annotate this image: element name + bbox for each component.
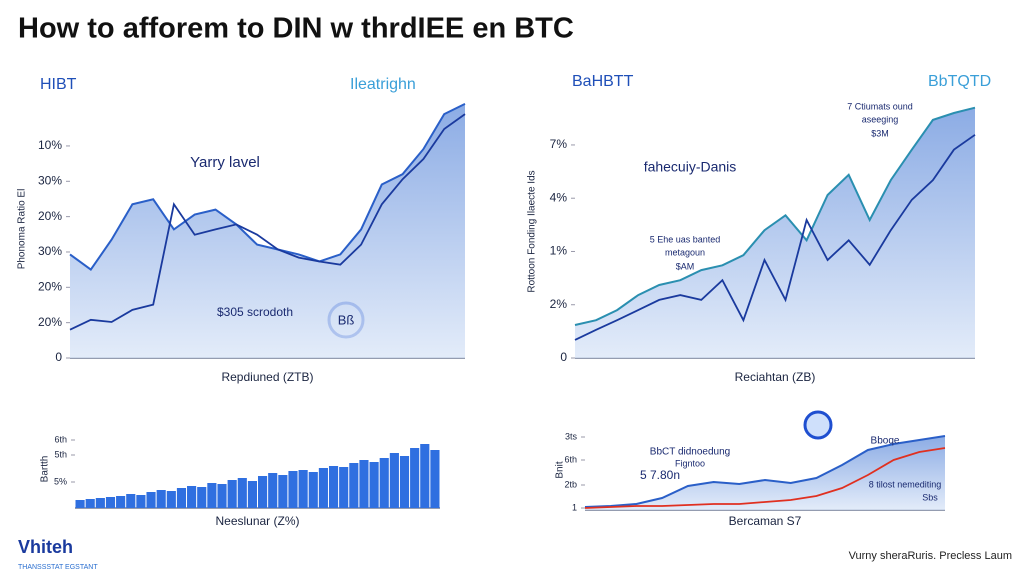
annotation: metagoun (665, 247, 705, 257)
x-axis-label: Repdiuned (ZTB) (221, 370, 313, 384)
y-tick-label: 1% (550, 244, 568, 258)
line (69, 103, 466, 272)
bar (105, 497, 116, 508)
bar (298, 470, 308, 508)
y-tick-label: 0 (55, 350, 62, 364)
area (70, 103, 465, 359)
panel-label: Ileatrighn (350, 76, 416, 93)
logo: Vhiteh (18, 537, 73, 557)
bar (197, 487, 207, 508)
y-tick-label: 30% (38, 173, 62, 187)
bar (389, 453, 399, 508)
bar (339, 467, 349, 508)
bar (258, 476, 268, 508)
bar (207, 483, 217, 508)
bar (217, 484, 227, 508)
bar (166, 491, 176, 508)
bar (187, 486, 197, 508)
credit: Vurny sheraRuris. Precless Laum (849, 550, 1012, 562)
bar (288, 471, 298, 508)
annotation: Yarry lavel (190, 154, 260, 171)
badge-icon (803, 410, 833, 440)
bar (227, 480, 237, 508)
bar (146, 492, 156, 508)
line (69, 113, 466, 331)
y-tick-label: 2tb (564, 479, 577, 489)
x-axis-label: Reciahtan (ZB) (735, 370, 816, 384)
y-tick-label: 6th (564, 454, 577, 464)
annotation: 5 Ehe uas banted (650, 234, 721, 244)
annotation: Bboqe (871, 436, 900, 447)
annotation: BbCT didnoedung (650, 447, 730, 458)
annotation: $305 scrodoth (217, 305, 293, 319)
bar (430, 450, 440, 508)
bar (75, 500, 85, 508)
bar (85, 499, 95, 508)
x-axis-label: Bercaman S7 (729, 514, 802, 528)
y-tick-label: 20% (38, 279, 62, 293)
bar (420, 444, 430, 508)
bar (349, 463, 359, 508)
bar (318, 468, 328, 508)
bar (308, 472, 318, 508)
bar (156, 490, 166, 508)
bar (126, 494, 136, 508)
bar (328, 466, 339, 508)
bar (359, 460, 369, 508)
bar (247, 481, 257, 508)
bar (410, 448, 420, 508)
bar (268, 473, 278, 508)
bar (399, 456, 410, 508)
line (574, 134, 976, 341)
logo-sub: THANSSSTAT EGSTANT (18, 564, 98, 571)
y-tick-label: 1 (572, 502, 577, 512)
y-tick-label: 0 (560, 350, 567, 364)
panel-label: BaHBTT (572, 73, 634, 90)
annotation: Figntoo (675, 458, 705, 468)
y-tick-label: 20% (38, 209, 62, 223)
y-axis-label: Bartth (40, 456, 51, 483)
y-tick-label: 3ts (565, 431, 578, 441)
y-tick-label: 4% (550, 190, 568, 204)
panel-label: HIBT (40, 76, 77, 93)
annotation: aseeging (862, 114, 899, 124)
annotation: Sbs (922, 492, 938, 502)
line (584, 447, 946, 509)
y-axis-label: Bnit (555, 461, 566, 478)
y-axis-label: Phonoma Ratio El (17, 189, 28, 270)
annotation: $AM (676, 261, 695, 271)
line (574, 106, 976, 326)
y-axis-label: Rottoon Fonding Ilaecte Ids (527, 170, 538, 292)
annotation: fahecuiy-Danis (644, 159, 737, 175)
y-tick-label: 20% (38, 315, 62, 329)
bar (379, 458, 389, 508)
bar (116, 496, 126, 508)
bar (278, 475, 288, 508)
x-axis-label: Neeslunar (Z%) (215, 514, 299, 528)
annotation: 8 tilost nemediting (869, 479, 942, 489)
y-tick-label: 7% (550, 137, 568, 151)
page-title: How to afforem to DIN w thrdIEE en BTC (18, 13, 574, 45)
y-tick-label: 6th (54, 434, 67, 444)
line (584, 435, 946, 508)
y-tick-label: 5th (54, 449, 67, 459)
y-tick-label: 10% (38, 138, 62, 152)
y-tick-label: 5% (54, 476, 67, 486)
annotation: 7 Ctiumats ound (847, 101, 913, 111)
bar (176, 488, 187, 508)
annotation: $3M (871, 128, 889, 138)
bar (95, 498, 105, 508)
panel-label: BbTQTD (928, 73, 991, 90)
y-tick-label: 2% (550, 297, 568, 311)
bar (237, 478, 247, 508)
area (585, 436, 945, 510)
annotation: Bß (338, 312, 355, 327)
bar (136, 495, 146, 508)
bar (369, 462, 379, 508)
annotation: 5 7.80n (640, 468, 680, 482)
y-tick-label: 30% (38, 244, 62, 258)
